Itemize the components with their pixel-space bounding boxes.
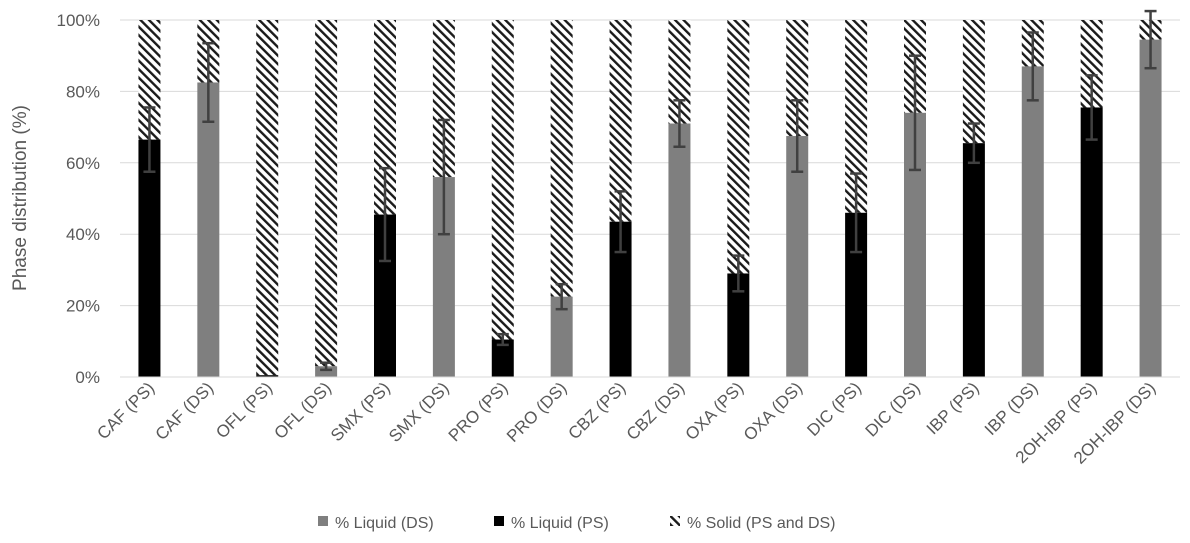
y-tick-label: 0% [75,368,100,387]
x-tick-label: CBZ (DS) [623,378,689,444]
y-tick-label: 60% [66,154,100,173]
bar-liquid-ds [668,123,691,377]
bar-solid [845,20,868,213]
bar-liquid-ds [550,296,573,377]
y-tick-label: 80% [66,82,100,101]
bar-liquid-ds [786,136,809,377]
error-bar [1085,74,1098,141]
y-tick-label: 20% [66,297,100,316]
bar-solid [256,20,279,376]
gridlines [120,19,1180,307]
bar-liquid-ds [1139,39,1162,377]
legend-label: % Solid (PS and DS) [687,515,836,532]
bar-solid [727,20,750,274]
error-bar [555,282,568,311]
bar-solid [609,20,632,222]
legend-item: % Liquid (DS) [318,515,434,532]
bar-solid [432,20,455,178]
x-tick-label: OFL (PS) [212,378,276,442]
x-tick-label: CBZ (PS) [565,378,630,443]
error-bar [320,361,333,372]
y-axis-label: Phase distribution (%) [10,105,31,291]
x-tick-label: OXA (DS) [740,378,806,444]
x-tick-label: SMX (PS) [327,378,394,445]
error-bar [732,254,745,293]
legend: % Liquid (DS) % Liquid (PS) % Solid (PS an… [318,515,836,532]
y-tick-label: 40% [66,225,100,244]
error-bar [909,54,921,172]
bar-liquid-ds [904,112,926,377]
error-bar [496,332,509,347]
x-axis-ticks: CAF (PS)CAF (DS)OFL (PS)OFL (DS)SMX (PS)… [93,378,1159,467]
legend-swatch [494,516,504,526]
error-bar [143,106,156,173]
x-tick-label: OXA (PS) [682,378,748,444]
x-tick-label: IBP (PS) [923,378,983,438]
error-bar [967,122,980,165]
y-tick-label: 100% [57,11,100,30]
x-tick-label: IBP (DS) [981,378,1042,439]
bar-liquid-ps [374,214,396,377]
bar-liquid-ds [432,177,455,377]
x-tick-label: CAF (DS) [152,378,218,444]
error-bar [1026,31,1039,102]
error-bar [437,118,450,236]
x-tick-label: SMX (DS) [385,378,453,446]
error-bar [379,166,391,263]
x-tick-label: CAF (PS) [93,378,158,443]
bar-solid [550,20,573,297]
legend-item: % Solid (PS and DS) [670,515,836,532]
bar-solid [786,20,809,137]
bar-solid [668,20,691,124]
x-tick-label: DIC (DS) [862,378,924,440]
bar-liquid-ps [609,221,632,377]
legend-label: % Liquid (PS) [511,515,609,532]
error-bar [850,172,863,254]
bar-solid [374,20,396,215]
error-bar [673,99,686,148]
bar-solid [1080,20,1103,108]
bar-solid [138,20,161,140]
error-bar [202,41,215,123]
y-axis-ticks: 0% 20% 40% 60% 80% 100% [57,11,100,387]
bar-liquid-ps [1080,107,1103,377]
x-tick-label: OFL (DS) [271,378,335,442]
bar-solid [315,20,338,367]
bar-liquid-ds [197,82,220,377]
x-tick-label: DIC (PS) [803,378,865,440]
bar-liquid-ps [491,339,514,377]
legend-item: % Liquid (PS) [494,515,609,532]
bar-liquid-ps [962,143,985,377]
legend-label: % Liquid (DS) [335,515,434,532]
legend-swatch [318,516,328,526]
bar-solid [962,20,985,144]
bars [138,20,1162,377]
error-bar [1144,9,1157,70]
x-tick-label: PRO (PS) [445,378,512,445]
bar-liquid-ds [1021,66,1044,377]
bar-liquid-ps [727,273,750,377]
bar-liquid-ps [256,375,279,377]
error-bar [614,190,627,254]
bar-liquid-ds [315,366,338,377]
bar-liquid-ps [845,212,868,377]
bar-solid [491,20,514,340]
bar-liquid-ps [138,139,161,377]
error-bars [143,9,1157,372]
error-bar [791,99,804,173]
x-tick-label: PRO (DS) [503,378,571,446]
legend-swatch [670,516,680,526]
